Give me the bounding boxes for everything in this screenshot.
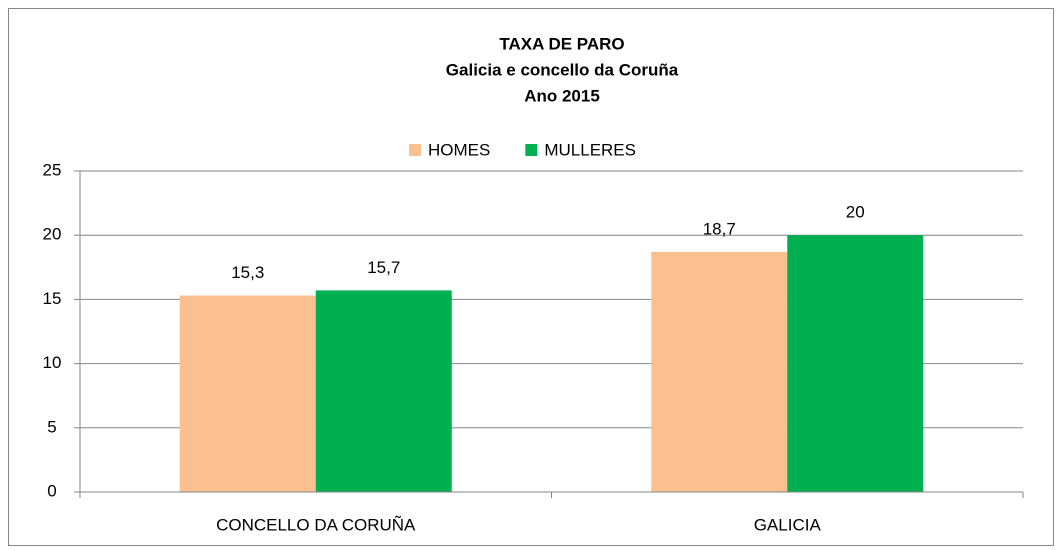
data-label: 15,7: [367, 258, 400, 277]
legend-swatch: [525, 144, 538, 156]
y-tick-label: 25: [43, 160, 62, 179]
x-tick-label: CONCELLO DA CORUÑA: [216, 515, 416, 534]
bar: [179, 295, 316, 492]
y-tick-label: 15: [43, 289, 62, 308]
bar: [315, 290, 452, 492]
y-tick-label: 0: [47, 481, 56, 500]
chart-title: Ano 2015: [524, 86, 600, 105]
legend-swatch: [409, 144, 421, 156]
y-tick-label: 20: [43, 225, 62, 244]
legend-label: HOMES: [428, 140, 490, 159]
x-tick-label: GALICIA: [754, 515, 822, 534]
data-label: 15,3: [231, 263, 264, 282]
data-label: 20: [846, 203, 865, 222]
chart-title: Galicia e concello da Coruña: [446, 60, 679, 79]
legend-label: MULLERES: [544, 140, 636, 159]
y-tick-label: 10: [43, 353, 62, 372]
data-label: 18,7: [703, 219, 736, 238]
y-tick-label: 5: [47, 417, 56, 436]
bar: [651, 251, 788, 492]
chart-title: TAXA DE PARO: [499, 34, 624, 53]
bar: [787, 235, 924, 492]
